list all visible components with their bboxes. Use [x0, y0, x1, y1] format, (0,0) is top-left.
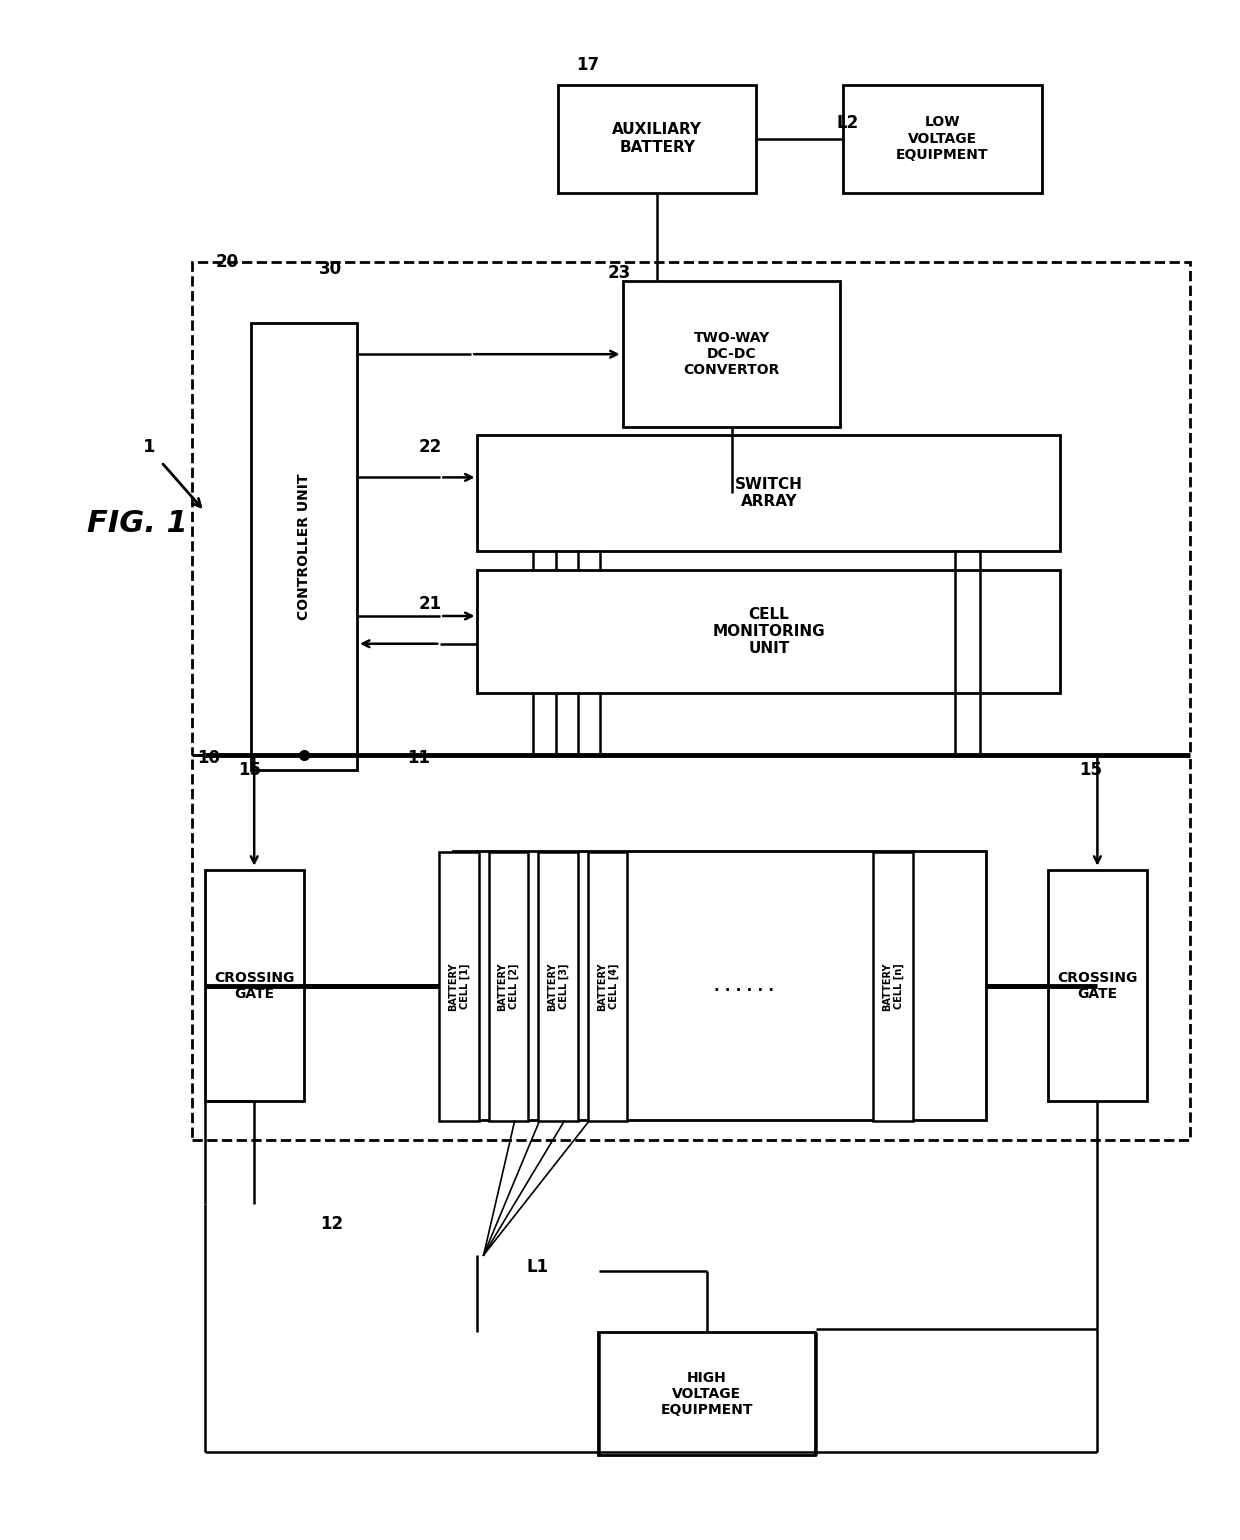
Bar [192, 262, 1190, 755]
Text: . . . . . .: . . . . . . [714, 979, 774, 993]
Text: 1: 1 [143, 437, 155, 456]
Text: 10: 10 [197, 748, 221, 767]
Bar [598, 1332, 816, 1455]
Bar [538, 852, 578, 1121]
Text: FIG. 1: FIG. 1 [87, 510, 187, 537]
Text: BATTERY
CELL [2]: BATTERY CELL [2] [497, 962, 520, 1010]
Text: CELL
MONITORING
UNIT: CELL MONITORING UNIT [713, 607, 825, 656]
Text: 20: 20 [216, 253, 239, 271]
Bar [205, 870, 304, 1101]
Text: LOW
VOLTAGE
EQUIPMENT: LOW VOLTAGE EQUIPMENT [897, 116, 988, 162]
Text: HIGH
VOLTAGE
EQUIPMENT: HIGH VOLTAGE EQUIPMENT [661, 1371, 753, 1417]
Text: CROSSING
GATE: CROSSING GATE [1058, 970, 1137, 1001]
Bar [453, 852, 986, 1121]
Bar [192, 755, 1190, 1140]
Bar [622, 280, 839, 427]
Text: BATTERY
CELL [4]: BATTERY CELL [4] [596, 962, 619, 1010]
Text: BATTERY
CELL [3]: BATTERY CELL [3] [547, 962, 569, 1010]
Bar [588, 852, 627, 1121]
Text: 12: 12 [320, 1215, 343, 1234]
Text: 11: 11 [407, 748, 430, 767]
Text: 15: 15 [238, 761, 262, 779]
Text: 15: 15 [1079, 761, 1102, 779]
Text: 30: 30 [319, 260, 342, 279]
Text: 22: 22 [419, 437, 443, 456]
Bar [489, 852, 528, 1121]
Text: BATTERY
CELL [n]: BATTERY CELL [n] [882, 962, 904, 1010]
Bar [558, 85, 756, 192]
Text: SWITCH
ARRAY: SWITCH ARRAY [735, 476, 802, 510]
Text: CROSSING
GATE: CROSSING GATE [215, 970, 294, 1001]
Bar [250, 323, 357, 770]
Text: L2: L2 [837, 114, 859, 132]
Text: BATTERY
CELL [1]: BATTERY CELL [1] [448, 962, 470, 1010]
Text: CONTROLLER UNIT: CONTROLLER UNIT [296, 473, 311, 621]
Bar [477, 570, 1060, 693]
Text: 17: 17 [577, 55, 600, 74]
Text: AUXILIARY
BATTERY: AUXILIARY BATTERY [613, 122, 702, 156]
Bar [477, 434, 1060, 550]
Bar [1048, 870, 1147, 1101]
Text: TWO-WAY
DC-DC
CONVERTOR: TWO-WAY DC-DC CONVERTOR [683, 331, 780, 377]
Bar [843, 85, 1042, 192]
Text: L1: L1 [527, 1258, 549, 1277]
Text: 23: 23 [608, 263, 631, 282]
Bar [873, 852, 913, 1121]
Text: 21: 21 [419, 594, 443, 613]
Bar [439, 852, 479, 1121]
